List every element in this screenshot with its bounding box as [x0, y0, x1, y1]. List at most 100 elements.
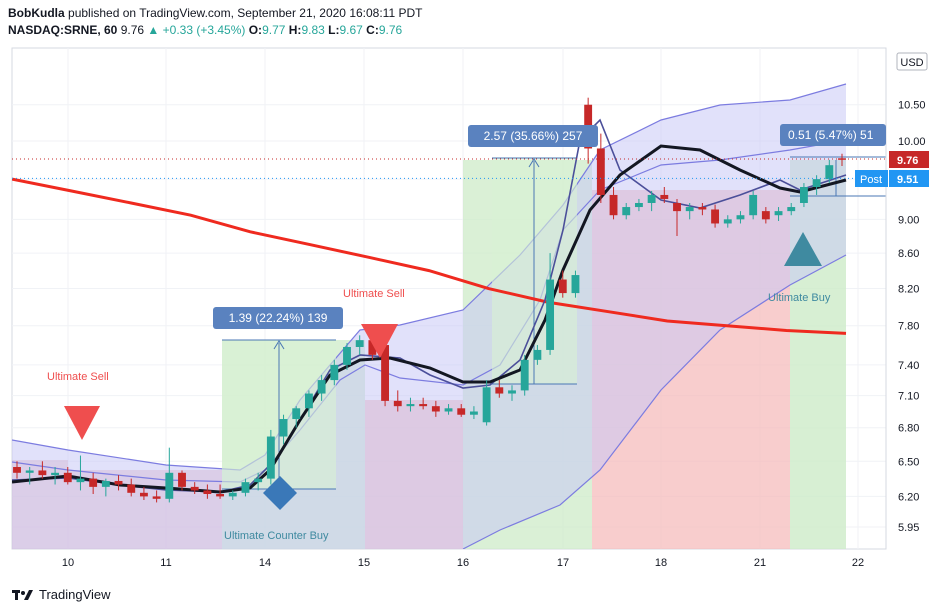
- x-axis[interactable]: 10 11 14 15 16 17 18 21 22: [62, 557, 864, 569]
- candle-body: [76, 478, 85, 483]
- candle: [457, 404, 466, 417]
- candle-body: [596, 148, 605, 195]
- upper-band-line: [12, 83, 847, 471]
- high-value: 9.83: [301, 23, 325, 37]
- candle-body: [711, 209, 720, 224]
- y-tick-label: 8.60: [898, 248, 919, 260]
- brand-name: TradingView: [39, 587, 111, 602]
- currency-text: USD: [900, 57, 923, 69]
- candle-body: [241, 482, 250, 493]
- candle: [469, 406, 478, 420]
- price-lines: [12, 158, 886, 179]
- y-tick-label: 9.00: [898, 214, 919, 226]
- y-tick-label: 5.95: [898, 522, 919, 534]
- candle: [178, 470, 186, 491]
- candle-body: [393, 400, 402, 407]
- candle: [393, 390, 402, 412]
- sell-triangle-icon: [64, 406, 100, 440]
- candle-body: [152, 496, 161, 499]
- y-tick-label: 10.00: [898, 136, 926, 148]
- candle-body: [13, 467, 21, 473]
- candle-body: [787, 207, 796, 212]
- candle: [533, 345, 542, 365]
- sell-triangle-icon: [361, 324, 398, 358]
- measure-text-2: 2.57 (35.66%) 257: [484, 129, 583, 143]
- candle-body: [622, 207, 631, 216]
- low-label: L:: [328, 23, 340, 37]
- candle: [799, 183, 808, 208]
- counter-buy-label: Ultimate Counter Buy: [224, 530, 329, 542]
- candle-body: [38, 470, 47, 476]
- author-name[interactable]: BobKudla: [8, 6, 65, 20]
- candle-body: [495, 387, 504, 394]
- y-tick-label: 8.20: [898, 284, 919, 296]
- measure-label-3: 0.51 (5.47%) 51: [780, 124, 886, 146]
- measure-label-1: 1.39 (22.24%) 139: [213, 307, 343, 329]
- measure-arrowhead-1: [273, 340, 285, 350]
- candle: [279, 414, 288, 445]
- x-tick-label: 14: [259, 557, 271, 569]
- candle: [838, 153, 846, 166]
- x-tick-label: 15: [358, 557, 370, 569]
- candle-body: [508, 390, 516, 394]
- candle-body: [761, 211, 770, 220]
- candle-body: [216, 494, 225, 497]
- candle-body: [482, 387, 491, 423]
- candle: [444, 404, 453, 415]
- currency-badge[interactable]: USD: [896, 52, 928, 71]
- sell-label-1: Ultimate Sell: [47, 371, 109, 383]
- candle-body: [368, 340, 377, 355]
- candle: [216, 484, 225, 499]
- candle: [698, 202, 707, 216]
- measure-text-3: 0.51 (5.47%) 51: [788, 128, 874, 142]
- candle: [165, 447, 174, 503]
- candle-body: [558, 279, 567, 294]
- candle: [736, 211, 745, 224]
- candle: [228, 490, 237, 501]
- candle-body: [190, 486, 199, 491]
- candle: [76, 455, 85, 491]
- y-tick-label: 7.40: [898, 360, 919, 372]
- candle-body: [127, 484, 136, 493]
- candle: [723, 215, 732, 228]
- candle: [419, 397, 428, 410]
- candle: [139, 486, 148, 501]
- candle-body: [444, 408, 453, 412]
- candle: [190, 482, 199, 495]
- x-tick-label: 21: [754, 557, 766, 569]
- y-tick-label: 7.10: [898, 391, 919, 403]
- candle-body: [381, 345, 390, 401]
- candle-body: [419, 404, 428, 407]
- candle: [609, 187, 618, 220]
- open-value: 9.77: [262, 23, 286, 37]
- y-tick-label: 7.80: [898, 321, 919, 333]
- candle-body: [317, 380, 326, 394]
- candle-body: [343, 346, 351, 365]
- y-tick-label: 10.50: [898, 100, 926, 112]
- candle: [51, 467, 60, 485]
- envelope-bands: [12, 83, 847, 549]
- symbol-info: NASDAQ:SRNE, 60 9.76 ▲ +0.33 (+3.45%) O:…: [8, 23, 402, 37]
- candle-body: [647, 194, 656, 203]
- candle-body: [838, 158, 846, 160]
- candle: [673, 198, 681, 237]
- candle-body: [698, 207, 707, 210]
- candle: [304, 390, 313, 417]
- candle: [482, 380, 491, 426]
- candle-body: [812, 179, 821, 188]
- candle: [101, 478, 110, 497]
- candle: [596, 133, 605, 203]
- candle-body: [114, 480, 123, 485]
- last-price: 9.76: [120, 23, 145, 37]
- symbol-label: NASDAQ:SRNE, 60: [8, 23, 118, 37]
- candle-body: [279, 419, 288, 437]
- candle: [152, 490, 161, 503]
- candle: [127, 478, 136, 497]
- candle: [330, 359, 339, 386]
- candle: [343, 343, 351, 370]
- x-tick-label: 17: [557, 557, 569, 569]
- candle: [241, 478, 250, 497]
- y-axis[interactable]: 5.95 6.20 6.50 6.80 7.10 7.40 7.80 8.20 8.60 9.00…: [885, 48, 926, 549]
- footer-brand[interactable]: TradingView: [12, 587, 111, 602]
